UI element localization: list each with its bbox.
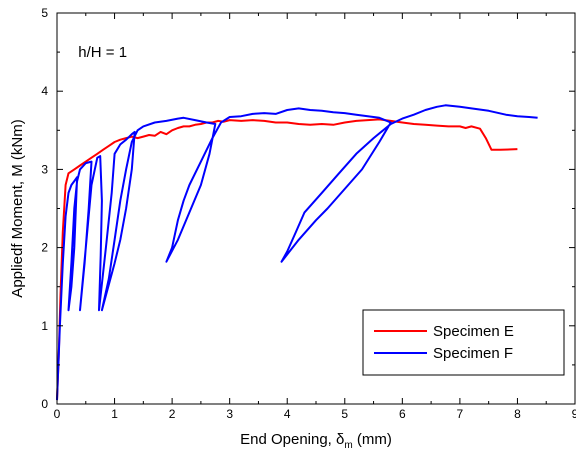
x-tick-label: 1: [111, 407, 118, 421]
x-tick-label: 8: [514, 407, 521, 421]
legend: Specimen E Specimen F: [362, 309, 565, 376]
legend-box: [362, 309, 565, 376]
y-tick-label: 0: [41, 397, 48, 411]
x-axis-title-symbol: δ: [336, 431, 344, 448]
y-tick-label: 2: [41, 241, 48, 255]
x-tick-label: 5: [341, 407, 348, 421]
x-tick-label: 4: [284, 407, 291, 421]
x-tick-label: 0: [54, 407, 61, 421]
y-tick-label: 4: [41, 84, 48, 98]
annotation-text: h/H = 1: [78, 44, 127, 61]
series-line-specimen-f: [56, 104, 538, 401]
x-axis-title-subscript: m: [344, 440, 352, 451]
legend-label-specimen-f: Specimen F: [433, 345, 513, 362]
x-tick-label: 6: [399, 407, 406, 421]
x-axis-title-prefix: End Opening,: [240, 431, 336, 448]
x-tick-label: 9: [572, 407, 576, 421]
x-axis-title: End Opening, δm (mm): [240, 431, 392, 451]
ticks-layer: 0 1 2 3 4 5 6 7 8 9 0 1 2 3 4 5: [41, 6, 576, 421]
y-tick-label: 1: [41, 319, 48, 333]
x-tick-label: 2: [169, 407, 176, 421]
x-axis-title-suffix: (mm): [353, 431, 392, 448]
series-layer: [56, 104, 538, 401]
legend-label-specimen-e: Specimen E: [433, 323, 514, 340]
y-tick-label: 3: [41, 162, 48, 176]
y-axis-title: Appliedf Moment, M (kNm): [9, 119, 26, 297]
y-tick-label: 5: [41, 6, 48, 20]
x-tick-label: 7: [457, 407, 464, 421]
x-tick-label: 3: [226, 407, 233, 421]
